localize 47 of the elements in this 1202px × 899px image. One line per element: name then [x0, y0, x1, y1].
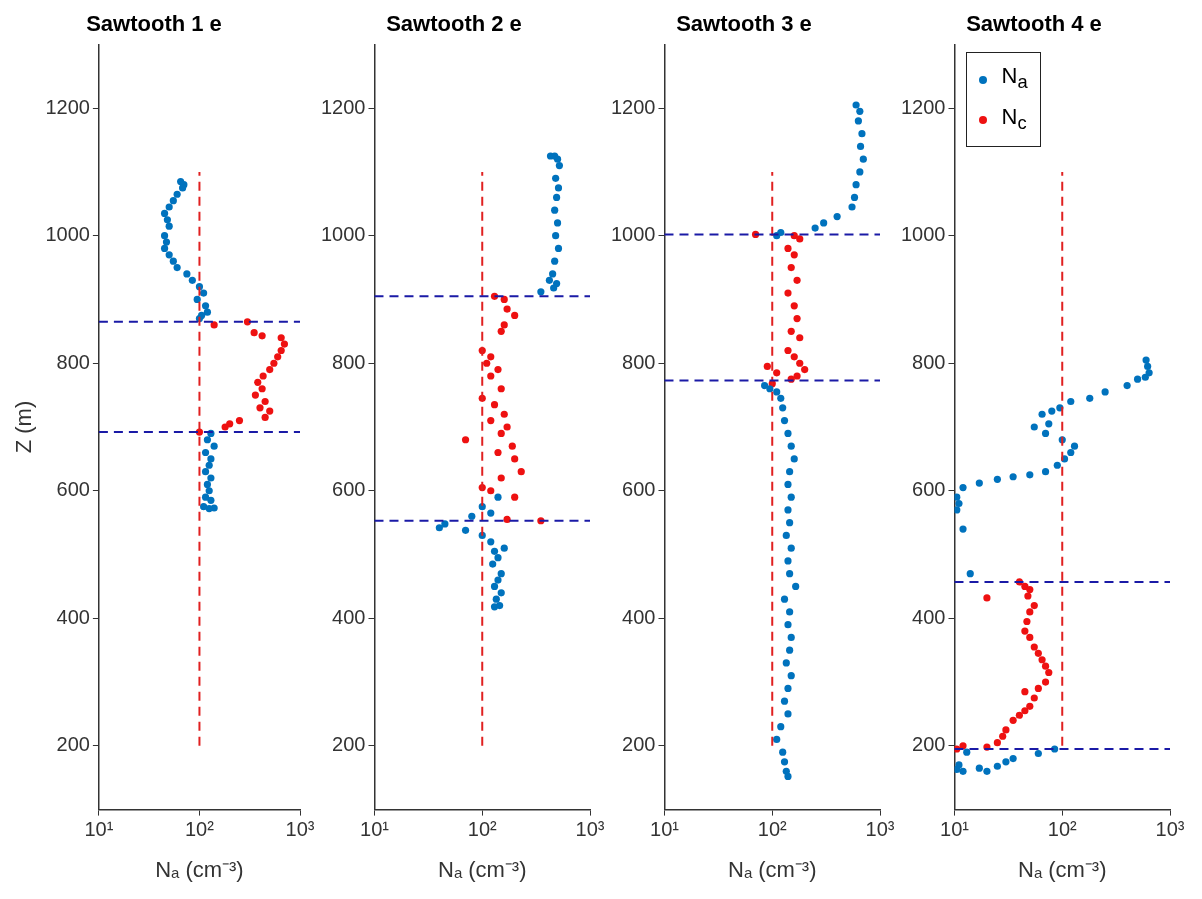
y-tick-label: 400 — [912, 605, 946, 628]
x-tick-label: 10¹ — [940, 818, 970, 841]
y-tick-label: 800 — [56, 350, 90, 373]
x-tick-label: 10³ — [285, 818, 315, 841]
y-tick-label: 1200 — [320, 95, 366, 118]
y-tick-label: 600 — [622, 478, 656, 501]
y-tick-label: 600 — [56, 478, 90, 501]
x-tick-label: 10² — [467, 818, 498, 841]
y-tick-label: 1200 — [45, 95, 90, 118]
x-axis-title: Nₐ (cm⁻³) — [438, 856, 527, 882]
x-tick-label: 10³ — [575, 818, 605, 841]
x-tick-label: 10² — [1047, 818, 1078, 841]
y-tick-label: 400 — [332, 605, 366, 628]
y-tick-label: 800 — [622, 350, 656, 373]
x-tick-label: 10² — [184, 818, 215, 841]
x-tick-label: 10² — [757, 818, 788, 841]
x-axis-title: Nₐ (cm⁻³) — [728, 856, 817, 882]
y-tick-label: 200 — [622, 733, 656, 756]
x-tick-label: 10³ — [865, 818, 895, 841]
y-tick-label: 1200 — [610, 95, 656, 118]
x-tick-label: 10¹ — [650, 818, 680, 841]
y-tick-label: 1000 — [900, 223, 946, 246]
x-tick-label: 10¹ — [360, 818, 390, 841]
y-tick-label: 1000 — [45, 223, 90, 246]
y-tick-label: 400 — [56, 605, 90, 628]
y-tick-label: 200 — [332, 733, 366, 756]
x-tick-label: 10¹ — [84, 818, 114, 841]
chart-title: Sawtooth 2 e — [386, 11, 522, 37]
legend-label: N$_{a}$ — [1001, 62, 1028, 95]
y-axis-title: Z (m) — [11, 400, 37, 454]
y-tick-label: 1000 — [320, 223, 366, 246]
y-tick-label: 800 — [332, 350, 366, 373]
chart-title: Sawtooth 3 e — [676, 11, 812, 37]
x-axis-title: Nₐ (cm⁻³) — [155, 856, 244, 882]
chart-title: Sawtooth 1 e — [86, 11, 222, 37]
chart-title: Sawtooth 4 e — [966, 11, 1102, 37]
y-tick-label: 1000 — [610, 223, 656, 246]
x-tick-label: 10³ — [1155, 818, 1185, 841]
x-axis-title: Nₐ (cm⁻³) — [1018, 856, 1107, 882]
y-tick-label: 800 — [912, 350, 946, 373]
y-tick-label: 200 — [56, 733, 90, 756]
y-tick-label: 400 — [622, 605, 656, 628]
y-tick-label: 600 — [912, 478, 946, 501]
y-tick-label: 1200 — [900, 95, 946, 118]
y-tick-label: 600 — [332, 478, 366, 501]
legend-label: N$_{c}$ — [1001, 102, 1027, 136]
y-tick-label: 200 — [912, 733, 946, 756]
